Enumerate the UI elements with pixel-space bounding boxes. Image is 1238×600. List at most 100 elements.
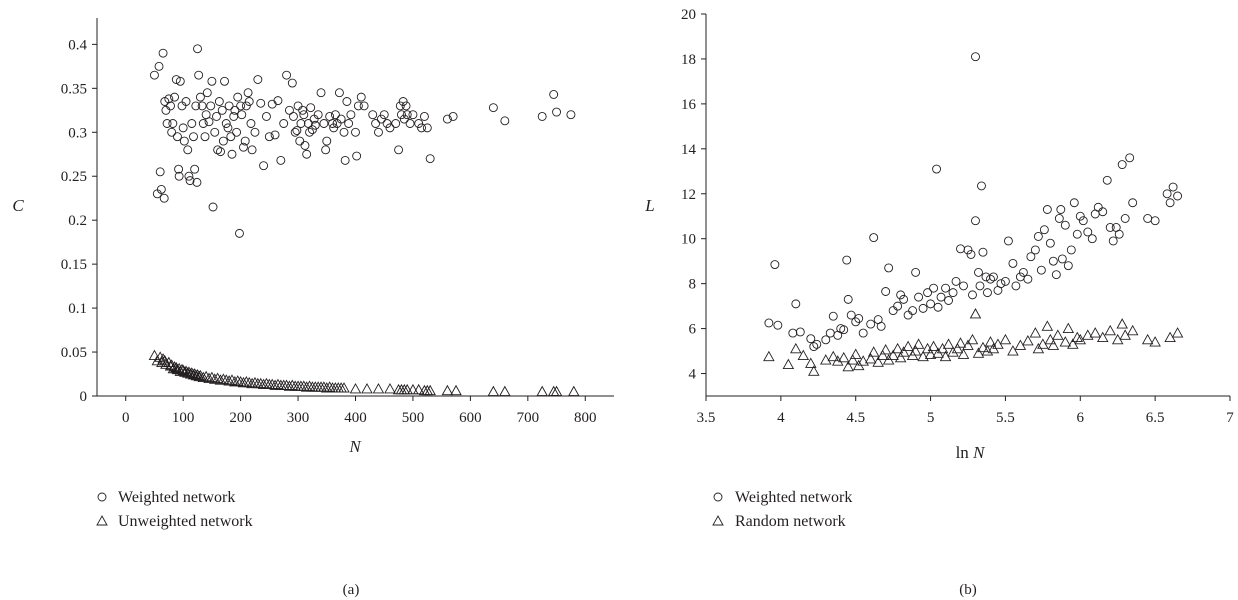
- circle-point: [276, 155, 286, 165]
- circle-point: [162, 119, 172, 128]
- circle-point: [926, 299, 936, 309]
- circle-point: [221, 119, 231, 128]
- triangle-point: [487, 385, 500, 397]
- triangle-point: [805, 357, 817, 368]
- panel-b-x-axis-label: ln N: [956, 443, 986, 462]
- circle-point: [1033, 232, 1043, 241]
- triangle-point: [361, 383, 373, 394]
- circle-point: [791, 299, 801, 309]
- triangle-point: [1104, 324, 1116, 336]
- circle-point: [236, 101, 246, 111]
- circle-point: [158, 48, 168, 58]
- y-tick-label: 0: [80, 389, 88, 405]
- circle-point: [1042, 205, 1052, 214]
- circle-point: [978, 247, 988, 257]
- legend-marker-random-b: [712, 515, 724, 526]
- circle-point: [869, 233, 879, 243]
- circle-point: [394, 145, 404, 155]
- x-tick-label: 7: [1226, 410, 1234, 426]
- triangle-point: [1096, 331, 1109, 343]
- circle-point: [944, 296, 953, 305]
- circle-point: [1018, 267, 1028, 277]
- circle-point: [305, 127, 314, 137]
- triangle-point: [954, 337, 967, 348]
- circle-point: [956, 244, 965, 254]
- panel-b-x-ticks: 3.5 4 4.5 5 5.5 6 6.5 7: [697, 396, 1234, 426]
- y-tick-label: 18: [681, 52, 696, 68]
- triangle-point: [214, 374, 227, 385]
- circle-point: [996, 279, 1006, 289]
- circle-point: [1114, 229, 1124, 239]
- circle-point: [770, 260, 780, 269]
- circle-point: [179, 136, 189, 146]
- triangle-point: [763, 350, 775, 362]
- circle-point: [212, 112, 221, 121]
- y-tick-label: 10: [681, 232, 696, 248]
- circle-point: [210, 127, 220, 137]
- triangle-point: [962, 339, 974, 350]
- triangle-point: [168, 361, 181, 372]
- circle-point: [300, 141, 310, 150]
- circle-point: [191, 101, 201, 111]
- triangle-point: [318, 381, 330, 392]
- triangle-point: [876, 349, 889, 361]
- triangle-point: [857, 355, 869, 366]
- circle-point: [948, 288, 958, 298]
- circle-point: [207, 76, 217, 86]
- panel-b-x-axis-label-var: N: [972, 443, 986, 462]
- legend-marker-unweighted-a: [96, 515, 108, 526]
- circle-point: [806, 334, 816, 344]
- triangle-point: [303, 380, 316, 391]
- x-tick-label: 0: [122, 410, 130, 426]
- triangle-point: [280, 379, 293, 390]
- panel-b-legend: Weighted network Random network: [712, 489, 852, 530]
- x-tick-label: 5: [927, 410, 935, 426]
- circle-point: [1098, 207, 1108, 217]
- triangle-point: [894, 351, 907, 363]
- circle-point: [1078, 216, 1088, 226]
- circle-point: [399, 114, 409, 124]
- circle-point: [316, 88, 326, 98]
- circle-point: [161, 105, 171, 115]
- triangle-point: [246, 377, 258, 389]
- circle-point: [1026, 252, 1036, 262]
- circle-point: [986, 274, 995, 284]
- triangle-point: [160, 358, 172, 369]
- triangle-point: [966, 333, 979, 345]
- triangle-point: [867, 346, 880, 357]
- circle-point: [839, 325, 849, 335]
- circle-point: [193, 44, 202, 54]
- triangle-point: [206, 371, 218, 382]
- circle-point: [941, 283, 950, 293]
- y-tick-label: 0.3: [68, 125, 87, 141]
- circle-point: [893, 301, 903, 311]
- circle-point: [292, 126, 302, 135]
- triangle-point: [1116, 318, 1128, 329]
- circle-point: [391, 119, 401, 128]
- circle-point: [899, 294, 909, 304]
- circle-point: [1083, 227, 1093, 237]
- triangle-point: [536, 385, 548, 397]
- circle-point: [172, 132, 182, 142]
- panel-b-y-axis-label: L: [644, 196, 654, 215]
- y-tick-label: 16: [681, 97, 697, 113]
- circle-point: [971, 216, 980, 226]
- circle-point: [239, 142, 248, 152]
- circle-point: [923, 288, 933, 298]
- circle-point: [397, 110, 406, 120]
- circle-point: [442, 114, 452, 124]
- circle-point: [270, 130, 280, 140]
- triangle-point: [1089, 327, 1102, 338]
- legend-label-random-b: Random network: [735, 513, 846, 530]
- triangle-point: [1041, 320, 1054, 331]
- circle-point: [204, 117, 214, 127]
- triangle-point: [229, 376, 241, 387]
- circle-point: [206, 101, 216, 111]
- triangle-point: [321, 382, 333, 393]
- circle-point: [1030, 245, 1040, 255]
- triangle-point: [269, 379, 281, 390]
- panel-b-label: (b): [959, 582, 977, 598]
- triangle-point: [1071, 331, 1084, 343]
- circle-point: [313, 110, 323, 120]
- x-tick-label: 500: [402, 410, 425, 426]
